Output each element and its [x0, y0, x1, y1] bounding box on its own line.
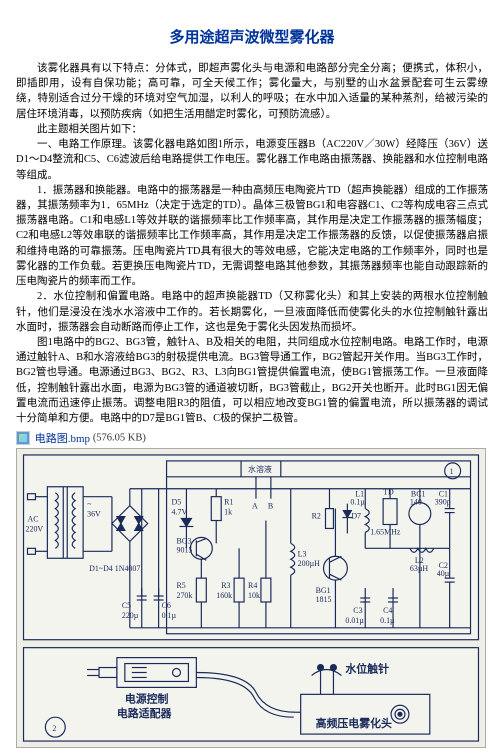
svg-text:0.1µ: 0.1µ [380, 616, 395, 625]
svg-text:R1: R1 [224, 498, 233, 507]
svg-text:电源控制: 电源控制 [125, 692, 169, 706]
svg-text:B: B [268, 502, 273, 511]
page-title: 多用途超声波微型雾化器 [16, 26, 488, 47]
paragraph: 1．振荡器和换能器。电路中的振荡器是一种由高频压电陶瓷片TD（超声换能器）组成的… [16, 183, 488, 290]
svg-text:BG3: BG3 [177, 537, 192, 546]
svg-text:D5: D5 [172, 498, 182, 507]
schematic-svg: 水溶液 1 AC220V ~36V D1~D4 1N4007 C5220µ C6… [17, 449, 485, 747]
paragraph: 一、电路工作原理。该雾化器电路如图1所示，电源变压器B（AC220V／30W）经… [16, 137, 488, 183]
svg-text:36V: 36V [87, 510, 101, 519]
svg-text:水位触针: 水位触针 [345, 662, 389, 676]
svg-text:2: 2 [52, 724, 56, 733]
svg-text:200µH: 200µH [298, 559, 320, 568]
paragraph: 2．水位控制和偏置电路。电路中的超声换能器TD（又称雾化头）和其上安装的两根水位… [16, 289, 488, 335]
svg-text:AC: AC [28, 515, 39, 524]
svg-text:1: 1 [450, 467, 454, 476]
paragraph: 图1电路中的BG2、BG3管，触针A、B及相关的电阻，共同组成水位控制电路。电路… [16, 335, 488, 426]
svg-text:160k: 160k [216, 591, 232, 600]
attachment-size: (576.05 KB) [93, 433, 146, 444]
svg-text:R3: R3 [221, 581, 230, 590]
svg-text:0.1µ: 0.1µ [162, 611, 177, 620]
svg-text:10k: 10k [248, 591, 260, 600]
svg-text:1k: 1k [224, 508, 232, 517]
svg-text:R5: R5 [177, 581, 186, 590]
attachment: 电路图.bmp (576.05 KB) [16, 430, 488, 446]
svg-text:1815: 1815 [316, 595, 332, 604]
svg-text:D7: D7 [351, 512, 361, 521]
paragraph: 此主题相关图片如下： [16, 122, 488, 137]
bmp-icon [16, 431, 30, 445]
svg-text:R4: R4 [248, 581, 257, 590]
svg-text:C3: C3 [353, 606, 362, 615]
svg-text:C6: C6 [162, 601, 171, 610]
svg-text:0.01µ: 0.01µ [345, 616, 364, 625]
svg-text:4.7V: 4.7V [172, 508, 188, 517]
svg-text:270k: 270k [177, 591, 193, 600]
svg-text:高频压电雾化头: 高频压电雾化头 [316, 716, 392, 730]
svg-text:R2: R2 [312, 512, 321, 521]
svg-text:TD: TD [383, 488, 394, 497]
svg-text:D1~D4 1N4007: D1~D4 1N4007 [89, 564, 140, 573]
svg-text:C5: C5 [122, 601, 131, 610]
svg-text:9015: 9015 [177, 546, 193, 555]
svg-text:63µH: 63µH [410, 564, 429, 573]
svg-text:水溶液: 水溶液 [248, 464, 272, 474]
svg-text:L3: L3 [298, 550, 307, 559]
svg-text:0.1µ: 0.1µ [350, 498, 365, 507]
svg-text:220µ: 220µ [122, 611, 139, 620]
svg-text:BG1: BG1 [316, 586, 331, 595]
svg-text:1.65MHz: 1.65MHz [370, 528, 401, 537]
paragraph: 该雾化器具有以下特点：分体式，即超声雾化头与电源和电路部分完全分离；便携式，体积… [16, 61, 488, 122]
svg-text:电路适配器: 电路适配器 [117, 706, 173, 720]
svg-text:40µ: 40µ [437, 569, 450, 578]
svg-text:~: ~ [87, 500, 92, 509]
attachment-link[interactable]: 电路图.bmp [35, 433, 90, 445]
svg-text:C4: C4 [383, 606, 392, 615]
circuit-diagram: 水溶液 1 AC220V ~36V D1~D4 1N4007 C5220µ C6… [16, 448, 486, 748]
svg-text:390p: 390p [435, 498, 451, 507]
svg-text:220V: 220V [26, 525, 44, 534]
svg-text:A: A [252, 502, 258, 511]
